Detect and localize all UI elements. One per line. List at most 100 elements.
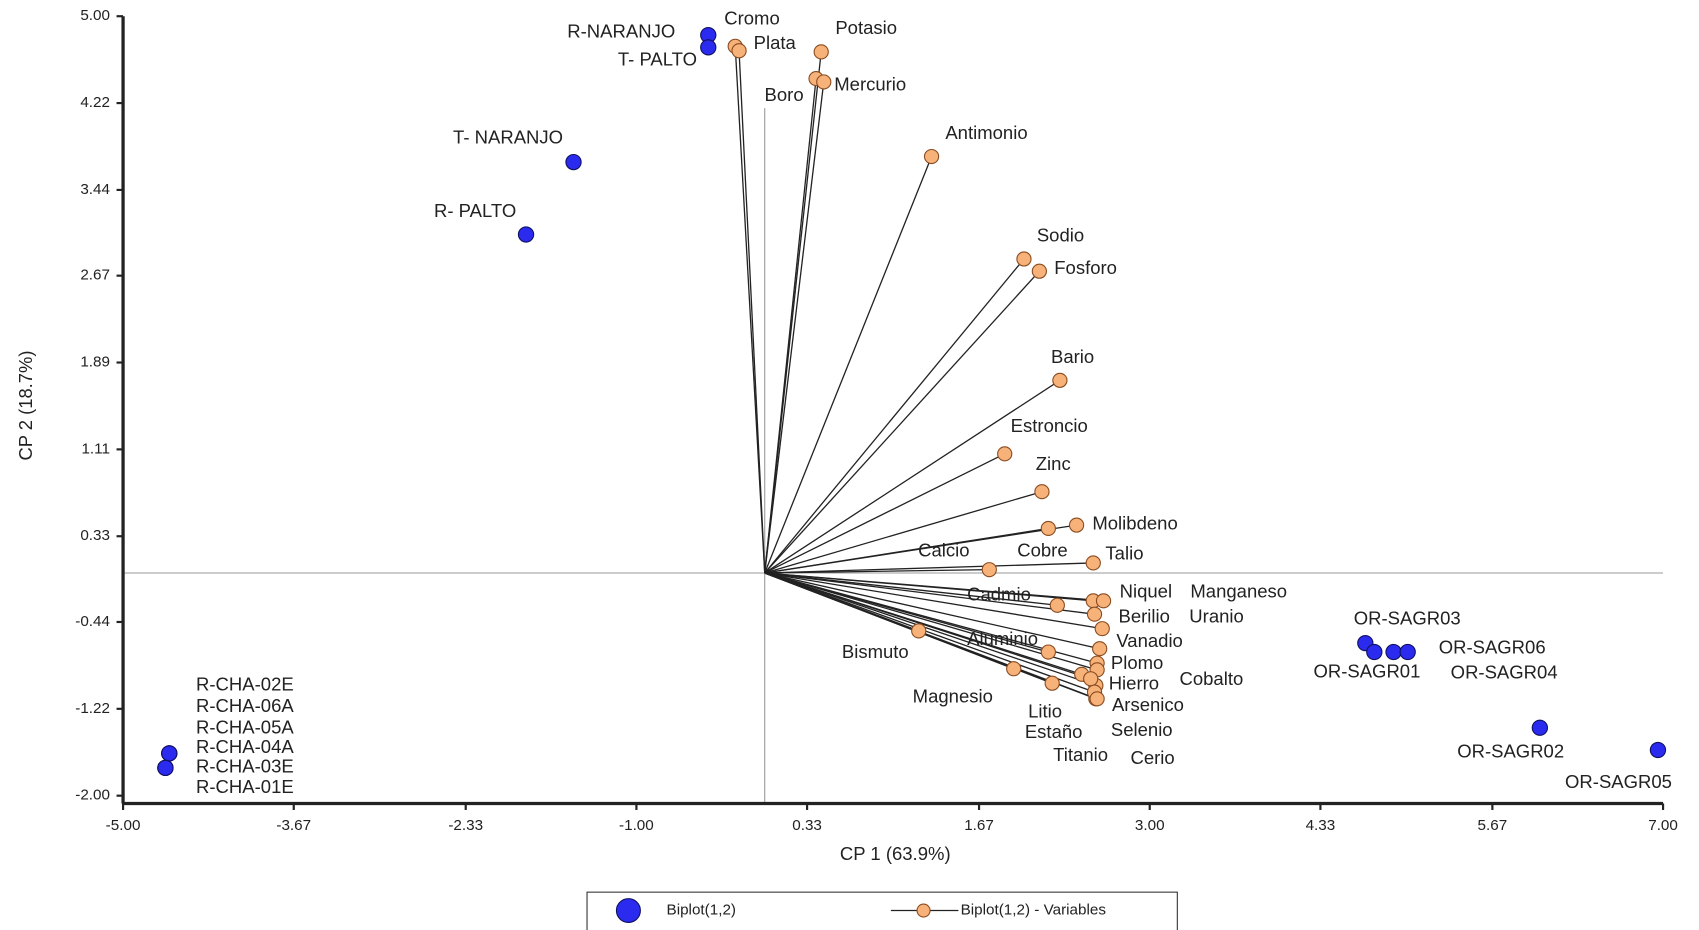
observation-label: OR-SAGR04 (1451, 662, 1558, 683)
variable-label: Fosforo (1054, 257, 1117, 278)
variable-label: Zinc (1036, 453, 1071, 474)
variable-label: Bario (1051, 346, 1094, 367)
legend-label: Biplot(1,2) - Variables (961, 902, 1107, 919)
variable-point (1092, 641, 1108, 657)
variable-label: Cobre (1017, 539, 1067, 560)
variable-point (1049, 597, 1065, 613)
observation-label: R- PALTO (434, 200, 516, 221)
variable-point (1089, 691, 1105, 707)
variable-label: Plomo (1111, 652, 1163, 673)
variable-point (911, 623, 927, 639)
loading-vector (764, 379, 1061, 574)
loading-vector (764, 572, 1058, 606)
observation-label: R-CHA-04A (196, 736, 294, 757)
y-tick-label: 3.44 (80, 181, 110, 198)
loading-vector (738, 50, 766, 574)
observation-label: T- NARANJO (453, 126, 563, 147)
loading-vector (764, 572, 1095, 693)
variable-label: Litio (1028, 701, 1062, 722)
variable-label: Plata (754, 32, 797, 53)
legend-label: Biplot(1,2) (667, 902, 736, 919)
variable-point (1094, 621, 1110, 637)
variable-point (1052, 372, 1068, 388)
loading-vector (764, 572, 1098, 700)
loading-vector (764, 572, 1104, 602)
variable-point (1083, 671, 1099, 687)
variable-label: Cerio (1130, 747, 1174, 768)
variable-point (923, 148, 940, 165)
variable-label: Boro (765, 84, 804, 105)
observation-point (161, 745, 178, 762)
x-tick-label: 7.00 (1648, 817, 1678, 834)
observation-label: OR-SAGR01 (1313, 661, 1420, 682)
variable-label: Cromo (724, 7, 780, 28)
observation-point (517, 226, 535, 243)
variable-label: Berilio (1119, 605, 1170, 626)
observation-point (1531, 719, 1549, 736)
y-tick-label: 1.89 (80, 354, 110, 371)
observation-point (700, 39, 717, 56)
x-tick-label: -3.67 (276, 817, 311, 834)
variable-label: Manganeso (1190, 581, 1287, 602)
variable-label: Estroncio (1011, 415, 1088, 436)
variable-point (1006, 661, 1022, 677)
observation-point (157, 759, 174, 776)
variable-point (1085, 555, 1101, 571)
y-tick-label: 5.00 (80, 7, 110, 24)
variable-label: Calcio (918, 539, 969, 560)
variable-label: Bismuto (842, 641, 909, 662)
observation-label: OR-SAGR06 (1439, 637, 1546, 658)
x-tick-label: -1.00 (619, 817, 654, 834)
loading-vector (764, 156, 933, 574)
y-tick-label: 4.22 (80, 94, 110, 111)
x-tick-label: 0.33 (792, 817, 822, 834)
observation-point (1649, 741, 1667, 759)
variable-label: Magnesio (913, 685, 993, 706)
y-tick-label: 1.11 (81, 440, 110, 457)
variable-label: Vanadio (1116, 630, 1183, 651)
y-tick-label: -2.00 (75, 787, 110, 804)
observation-point (1366, 643, 1383, 661)
observation-label: OR-SAGR05 (1565, 771, 1672, 792)
observation-label: R-CHA-03E (196, 756, 294, 777)
x-tick-label: 5.67 (1478, 817, 1508, 834)
loading-vector (764, 572, 1095, 615)
variable-point (1034, 484, 1050, 500)
observation-label: R-CHA-01E (196, 776, 294, 797)
variable-point (1086, 606, 1103, 622)
loading-vector (764, 572, 1091, 680)
loading-vector (764, 562, 1094, 574)
loading-vector (764, 78, 817, 574)
variable-label: Talio (1105, 543, 1143, 564)
legend-marker (916, 903, 931, 918)
variable-label: Antimonio (945, 122, 1027, 143)
loading-vector (764, 572, 1100, 650)
variable-point (1040, 520, 1056, 537)
loading-vector (764, 491, 1043, 574)
legend-box (586, 891, 1178, 930)
x-tick-label: 3.00 (1135, 817, 1165, 834)
observation-label: R-NARANJO (567, 20, 675, 41)
variable-label: Potasio (835, 17, 897, 38)
loading-vector (764, 81, 825, 574)
observation-label: R-CHA-05A (196, 717, 294, 738)
y-tick-label: 0.33 (80, 527, 110, 544)
observation-label: OR-SAGR03 (1354, 608, 1461, 629)
variable-label: Selenio (1111, 719, 1173, 740)
x-axis-title: CP 1 (63.9%) (840, 843, 951, 864)
y-axis-title: CP 2 (18.7%) (15, 351, 36, 461)
loading-vector (764, 572, 1097, 687)
variable-point (1068, 517, 1085, 533)
variable-point (981, 562, 997, 578)
observation-label: R-CHA-06A (196, 695, 294, 716)
variable-label: Mercurio (834, 73, 906, 94)
variable-label: Uranio (1189, 605, 1244, 626)
loading-vector (764, 453, 1006, 574)
variable-label: Niquel (1120, 581, 1172, 602)
observation-point (1385, 643, 1402, 661)
variable-point (997, 446, 1013, 462)
observation-point (1399, 643, 1416, 661)
legend-marker (615, 898, 641, 923)
